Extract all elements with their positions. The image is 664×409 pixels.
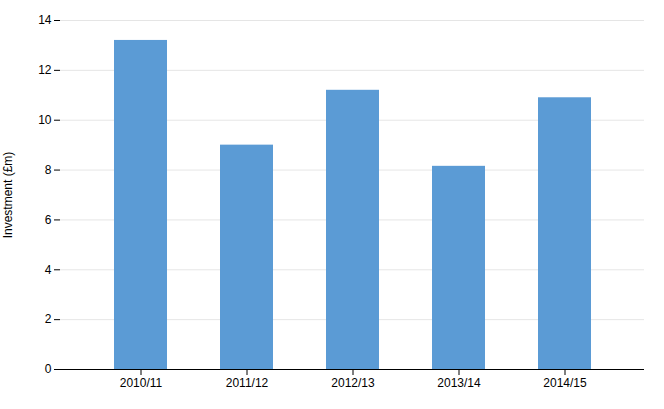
svg-text:6: 6 [45, 213, 52, 227]
svg-text:8: 8 [45, 163, 52, 177]
svg-text:12: 12 [38, 63, 52, 77]
svg-text:2: 2 [45, 312, 52, 326]
svg-text:0: 0 [45, 362, 52, 376]
svg-text:2010/11: 2010/11 [120, 376, 163, 390]
svg-text:2014/15: 2014/15 [543, 376, 587, 390]
svg-text:14: 14 [38, 13, 52, 27]
svg-text:2011/12: 2011/12 [226, 376, 269, 390]
svg-text:Investment (£m): Investment (£m) [1, 152, 15, 239]
svg-text:10: 10 [38, 113, 52, 127]
svg-text:4: 4 [45, 263, 52, 277]
svg-text:2013/14: 2013/14 [437, 376, 481, 390]
svg-text:2012/13: 2012/13 [331, 376, 375, 390]
